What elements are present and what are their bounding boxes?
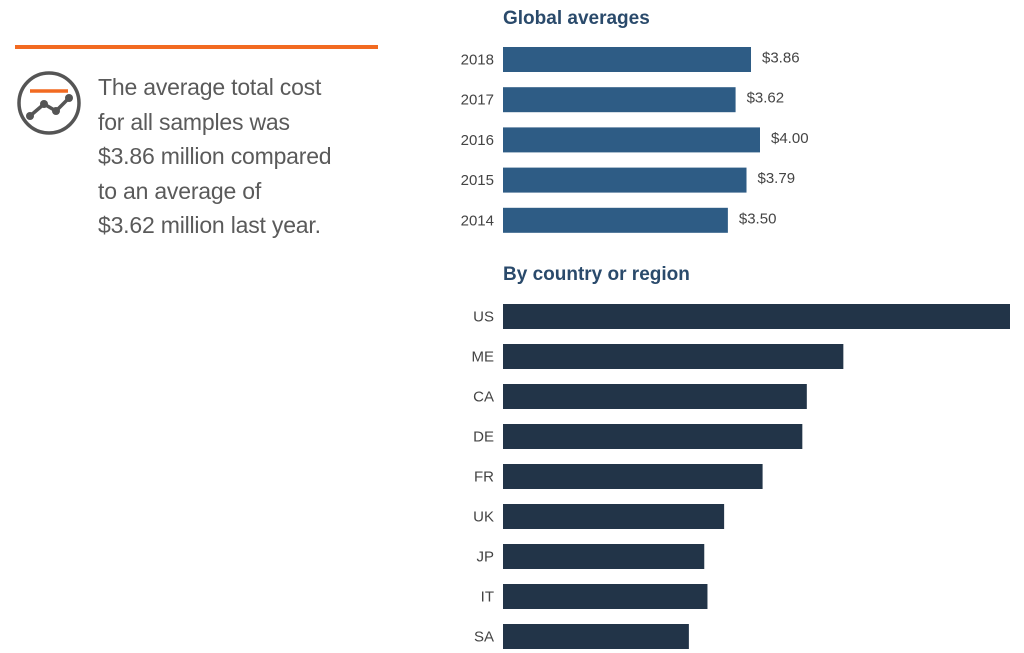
global-category-label: 2017 bbox=[461, 92, 494, 109]
country-category-label: US bbox=[473, 309, 494, 326]
country-bar-ca bbox=[503, 384, 807, 409]
country-category-label: JP bbox=[476, 549, 494, 566]
global-category-label: 2016 bbox=[461, 132, 494, 149]
global-category-label: 2018 bbox=[461, 52, 494, 69]
country-bar-uk bbox=[503, 504, 724, 529]
global-bar-2018 bbox=[503, 47, 751, 72]
global-category-label: 2014 bbox=[461, 212, 494, 229]
global-value-label: $3.50 bbox=[739, 210, 777, 227]
country-category-label: DE bbox=[473, 429, 494, 446]
country-category-label: SA bbox=[474, 629, 494, 646]
global-value-label: $3.79 bbox=[758, 170, 796, 187]
charts-area: Global averages 2018 $3.86 2017 $3.62 2016 $4.… bbox=[0, 0, 1024, 653]
country-bar-jp bbox=[503, 544, 704, 569]
global-bar-2014 bbox=[503, 208, 728, 233]
country-chart-title: By country or region bbox=[503, 264, 690, 285]
global-bar-2016 bbox=[503, 127, 760, 152]
country-category-label: UK bbox=[473, 509, 494, 526]
country-bar-fr bbox=[503, 464, 763, 489]
country-category-label: ME bbox=[472, 349, 495, 366]
country-bar-sa bbox=[503, 624, 689, 649]
global-value-label: $3.86 bbox=[762, 50, 800, 67]
global-value-label: $4.00 bbox=[771, 130, 809, 147]
global-bar-2017 bbox=[503, 87, 736, 112]
country-category-label: CA bbox=[473, 389, 494, 406]
country-category-label: IT bbox=[481, 589, 494, 606]
global-chart-title: Global averages bbox=[503, 8, 650, 29]
global-category-label: 2015 bbox=[461, 172, 494, 189]
country-bar-it bbox=[503, 584, 707, 609]
global-value-label: $3.62 bbox=[747, 90, 785, 107]
global-bar-2015 bbox=[503, 168, 747, 193]
country-bar-de bbox=[503, 424, 802, 449]
country-bar-us bbox=[503, 304, 1010, 329]
country-bar-me bbox=[503, 344, 843, 369]
country-category-label: FR bbox=[474, 469, 494, 486]
